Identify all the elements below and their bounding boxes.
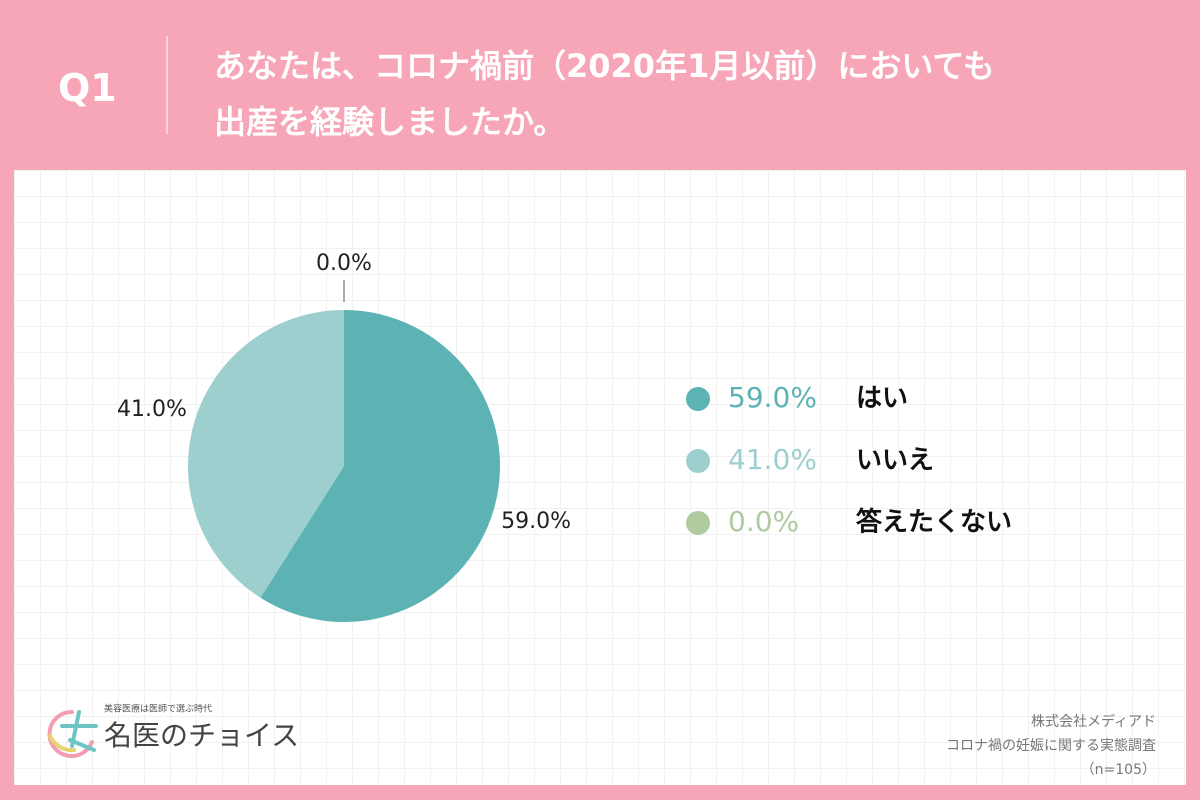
legend-swatch bbox=[686, 449, 710, 473]
legend-label: はい bbox=[856, 384, 908, 414]
logo-icon bbox=[47, 709, 98, 758]
header: Q1 あなたは、コロナ禍前（2020年1月以前）においても 出産を経験しましたか… bbox=[0, 0, 1200, 170]
title-line: あなたは、コロナ禍前（2020年1月以前）においても bbox=[214, 47, 995, 85]
source: コロナ禍の妊娠に関する実態調査 bbox=[946, 738, 1156, 754]
pie-slice bbox=[260, 310, 500, 622]
legend-value: 0.0% bbox=[728, 505, 799, 538]
data-label: 59.0% bbox=[501, 509, 571, 534]
chart-title: あなたは、コロナ禍前（2020年1月以前）においても 出産を経験しましたか。 bbox=[214, 38, 995, 150]
logo-tagline: 美容医療は医師で選ぶ時代 bbox=[104, 703, 212, 715]
legend-value: 41.0% bbox=[728, 443, 817, 476]
logo-name: 名医のチョイス bbox=[104, 719, 299, 752]
legend-value: 59.0% bbox=[728, 381, 817, 414]
data-label: 0.0% bbox=[316, 251, 372, 276]
legend-swatch bbox=[686, 387, 710, 411]
legend-label: 答えたくない bbox=[855, 507, 1012, 538]
pie-slice bbox=[187, 310, 344, 598]
data-label: 41.0% bbox=[117, 397, 187, 422]
divider bbox=[166, 36, 168, 134]
legend-label: いいえ bbox=[856, 446, 934, 476]
legend-swatch bbox=[686, 511, 710, 535]
title-line: 出産を経験しましたか。 bbox=[214, 103, 566, 141]
source: 株式会社メディアド bbox=[1030, 714, 1156, 730]
question-number: Q1 bbox=[58, 66, 117, 110]
source: （n=105） bbox=[1080, 762, 1156, 778]
